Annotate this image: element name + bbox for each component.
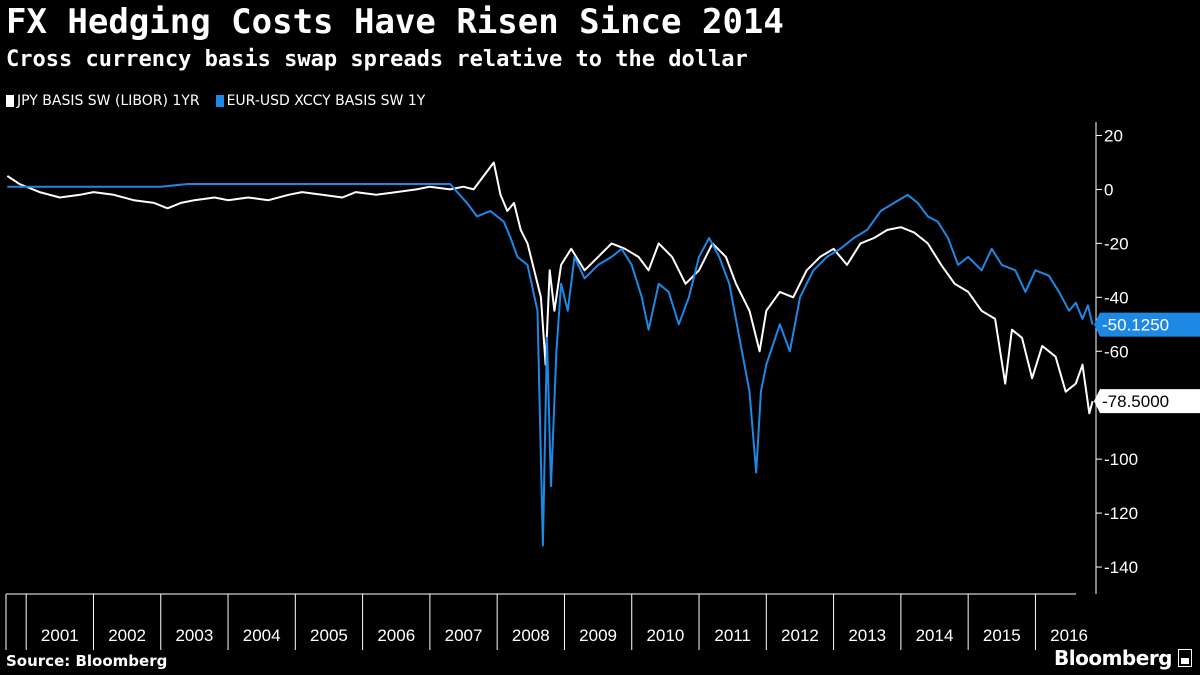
x-tick-label: 2012: [781, 626, 819, 645]
chart-title: FX Hedging Costs Have Risen Since 2014: [6, 2, 784, 42]
y-tick-label: -20: [1104, 234, 1129, 253]
y-tick-label: 20: [1104, 126, 1123, 145]
y-tick-label: -100: [1104, 450, 1138, 469]
x-tick-label: 2014: [916, 626, 954, 645]
y-tick-label: -140: [1104, 558, 1138, 577]
y-tick-label: -60: [1104, 342, 1129, 361]
legend-item-jpy: JPY BASIS SW (LIBOR) 1YR: [6, 92, 200, 110]
legend-label-eur: EUR-USD XCCY BASIS SW 1Y: [226, 93, 426, 109]
legend: JPY BASIS SW (LIBOR) 1YR EUR-USD XCCY BA…: [6, 92, 425, 110]
x-tick-label: 2002: [108, 626, 146, 645]
x-tick-label: 2005: [310, 626, 348, 645]
bloomberg-logo: Bloomberg: [1054, 646, 1192, 670]
x-tick-label: 2011: [714, 626, 751, 645]
legend-item-eur: EUR-USD XCCY BASIS SW 1Y: [215, 92, 426, 110]
brand-wordmark: Bloomberg: [1054, 646, 1172, 670]
x-tick-label: 2008: [512, 626, 550, 645]
x-tick-label: 2013: [848, 626, 886, 645]
legend-label-jpy: JPY BASIS SW (LIBOR) 1YR: [17, 93, 200, 109]
x-tick-label: 2009: [579, 626, 617, 645]
last-value-tag-eur: [1094, 312, 1200, 337]
last-value-tag-jpy: [1094, 389, 1200, 414]
x-tick-label: 2010: [646, 626, 684, 645]
x-tick-label: 2004: [243, 626, 281, 645]
y-tick-label: -120: [1104, 504, 1138, 523]
terminal-icon: [1178, 649, 1192, 667]
series-line-jpy: [6, 161, 1094, 415]
y-tick-label: 0: [1104, 180, 1113, 199]
x-tick-label: 2016: [1050, 626, 1088, 645]
x-tick-label: 2003: [175, 626, 213, 645]
x-tick-label: 2007: [445, 626, 483, 645]
y-tick-label: -40: [1104, 288, 1129, 307]
last-value-tag-jpy-label: -78.5000: [1102, 392, 1169, 411]
source-note: Source: Bloomberg: [6, 652, 168, 670]
x-tick-label: 2006: [377, 626, 415, 645]
last-value-tag-eur-label: -50.1250: [1102, 316, 1169, 335]
chart-subtitle: Cross currency basis swap spreads relati…: [6, 47, 748, 72]
x-tick-label: 2015: [983, 626, 1021, 645]
legend-swatch-jpy: [6, 95, 14, 107]
legend-swatch-eur: [215, 95, 224, 107]
series-line-eur: [7, 183, 1094, 547]
x-tick-label: 2001: [41, 626, 79, 645]
